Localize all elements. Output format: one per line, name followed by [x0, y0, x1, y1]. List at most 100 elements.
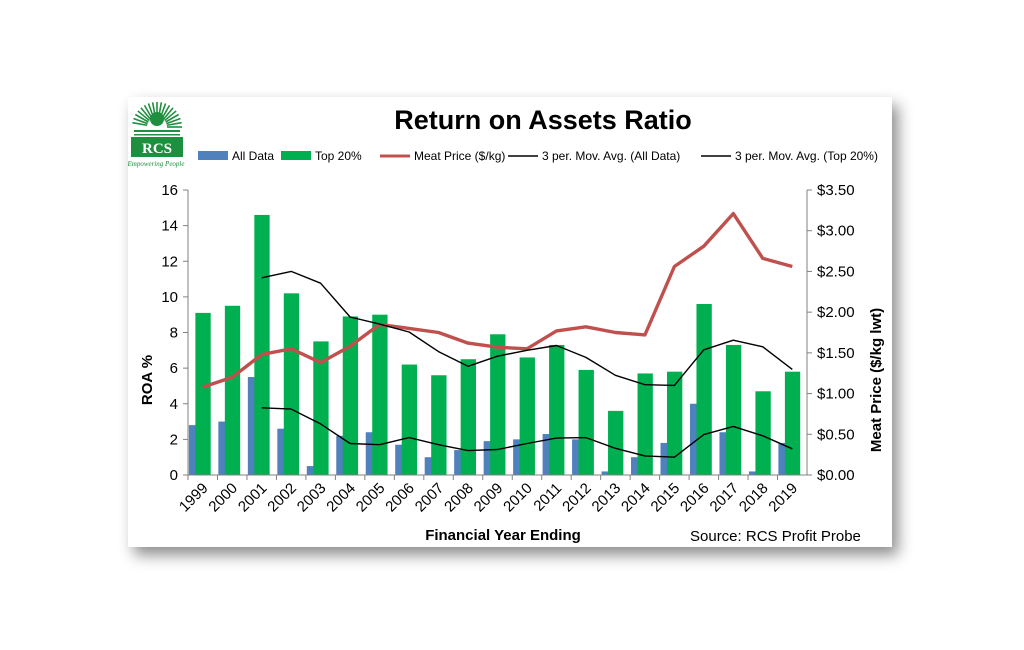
legend-item: All Data — [198, 149, 274, 163]
x-tick-label: 2007 — [412, 480, 448, 516]
y-tick-label: 2 — [170, 431, 178, 448]
sun-ray — [134, 113, 149, 123]
bar-top-20-2017 — [725, 344, 742, 475]
x-tick-label: 2001 — [235, 480, 271, 516]
bar-top-20-2000 — [224, 305, 241, 475]
sun-ray — [166, 117, 181, 125]
sun-ray — [132, 121, 148, 127]
y2-tick-label: $0.00 — [817, 467, 855, 484]
sun-ray — [166, 121, 182, 127]
y2-tick-label: $1.00 — [817, 386, 855, 403]
bar-top-20-1999 — [195, 312, 211, 475]
y-tick-label: 4 — [170, 396, 178, 413]
x-tick-label: 2014 — [618, 480, 654, 516]
y-tick-label: 16 — [161, 182, 178, 199]
bar-top-20-2014 — [637, 373, 653, 475]
y2-tick-label: $2.50 — [817, 263, 855, 280]
y2-tick-label: $2.00 — [817, 304, 855, 321]
sun-ray — [162, 107, 174, 120]
x-tick-label: 2013 — [589, 480, 625, 516]
y2-tick-label: $3.50 — [817, 182, 855, 199]
y-tick-label: 14 — [161, 218, 178, 235]
x-tick-label: 1999 — [176, 480, 212, 516]
legend-label: All Data — [232, 149, 274, 163]
bar-top-20-2018 — [755, 391, 771, 475]
bar-top-20-2005 — [372, 314, 388, 475]
legend: All Data Top 20% Meat Price ($/kg) 3 per. M… — [198, 149, 878, 163]
x-tick-label: 2005 — [353, 480, 389, 516]
series-lines — [202, 211, 793, 458]
x-tick-label: 2006 — [382, 480, 418, 516]
y2-tick-label: $1.50 — [817, 345, 855, 362]
legend-label: 3 per. Mov. Avg. (Top 20%) — [735, 149, 878, 163]
chart-title: Return on Assets Ratio — [394, 105, 692, 135]
bar-top-20-2010 — [519, 357, 535, 475]
x-tick-label: 2012 — [559, 480, 595, 516]
chart-card: RCS Empowering People Return on Assets R… — [128, 97, 892, 547]
left-axis-ticks: 0 2 4 6 8 10 12 14 16 — [161, 182, 188, 484]
x-tick-label: 2008 — [441, 480, 477, 516]
bar-top-20-2006 — [401, 364, 418, 475]
x-tick-label: 2002 — [264, 480, 300, 516]
sun-icon — [150, 112, 164, 126]
sun-ray — [133, 117, 148, 125]
bar-top-20-2019 — [784, 371, 801, 475]
y-tick-label: 10 — [161, 289, 178, 306]
x-tick-label: 2016 — [677, 480, 713, 516]
line-meat-price — [202, 211, 793, 389]
x-tick-label: 2018 — [736, 480, 772, 516]
right-axis-ticks: $0.00 $0.50 $1.00 $1.50 $2.00 $2.50 $3.00 $3.50 — [807, 182, 855, 484]
bar-top-20-2012 — [578, 369, 594, 475]
y-tick-label: 6 — [170, 360, 178, 377]
bar-top-20-2008 — [460, 359, 476, 475]
x-tick-label: 2015 — [648, 480, 684, 516]
x-axis-ticks: 1999200020012002200320042005200620072008… — [176, 475, 801, 515]
x-tick-label: 2009 — [471, 480, 507, 516]
bar-top-20-2001 — [254, 214, 270, 475]
y-tick-label: 8 — [170, 325, 178, 342]
legend-swatch — [281, 151, 311, 160]
y-tick-label: 12 — [161, 253, 178, 270]
sun-ray — [137, 110, 150, 122]
x-tick-label: 2000 — [205, 480, 241, 516]
y2-tick-label: $0.50 — [817, 426, 855, 443]
x-tick-label: 2004 — [323, 480, 359, 516]
bar-top-20-2013 — [608, 410, 624, 475]
x-tick-label: 2017 — [707, 480, 743, 516]
bar-top-20-2003 — [313, 341, 329, 475]
legend-label: Meat Price ($/kg) — [414, 149, 505, 163]
legend-item: Meat Price ($/kg) — [380, 149, 505, 163]
logo-tagline: Empowering People — [128, 160, 184, 168]
sun-ray — [140, 107, 152, 120]
sun-ray — [165, 113, 180, 123]
legend-item: 3 per. Mov. Avg. (Top 20%) — [701, 149, 878, 163]
bar-top-20-2009 — [490, 334, 506, 475]
legend-label: 3 per. Mov. Avg. (All Data) — [542, 149, 680, 163]
bar-top-20-2011 — [549, 344, 565, 475]
line-mov-avg-all-data — [261, 407, 793, 458]
bar-top-20-2004 — [342, 316, 359, 475]
y-axis-label: ROA % — [139, 355, 156, 405]
legend-item: 3 per. Mov. Avg. (All Data) — [508, 149, 680, 163]
bar-top-20-2015 — [666, 371, 683, 475]
y2-tick-label: $3.00 — [817, 223, 855, 240]
bar-top-20-2016 — [696, 304, 712, 475]
rcs-logo: RCS Empowering People — [128, 99, 184, 169]
y2-axis-label: Meat Price ($/kg lwt) — [868, 308, 885, 452]
source-box — [678, 521, 868, 547]
source-text: Source: RCS Profit Probe — [690, 528, 861, 545]
bar-top-20-2002 — [283, 293, 300, 475]
x-tick-label: 2003 — [294, 480, 330, 516]
bar-top-20-2007 — [431, 375, 447, 475]
legend-label: Top 20% — [315, 149, 362, 163]
chart-svg: RCS Empowering People Return on Assets R… — [128, 99, 885, 547]
legend-swatch — [198, 151, 228, 160]
legend-item: Top 20% — [281, 149, 362, 163]
line-mov-avg-top-20 — [261, 270, 793, 387]
x-tick-label: 2010 — [500, 480, 536, 516]
y-tick-label: 0 — [170, 467, 178, 484]
x-tick-label: 2019 — [765, 480, 801, 516]
logo-text: RCS — [142, 141, 172, 157]
sun-ray — [164, 110, 177, 122]
